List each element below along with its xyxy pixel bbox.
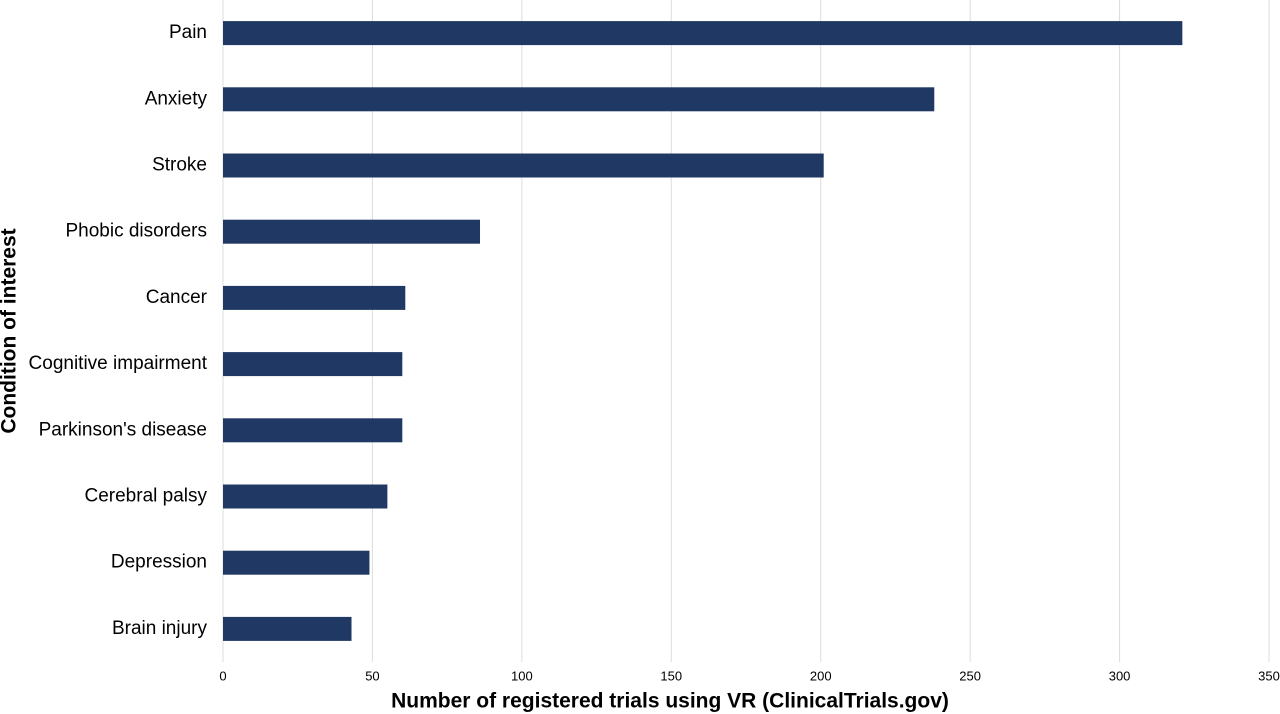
bar [223, 616, 352, 641]
y-tick-label: Brain injury [112, 618, 208, 639]
x-tick-label: 200 [810, 668, 832, 683]
y-tick-label: Anxiety [145, 88, 208, 109]
bar [223, 153, 824, 178]
x-tick-label: 0 [219, 668, 226, 683]
bar [223, 418, 403, 443]
x-tick-label: 350 [1258, 668, 1280, 683]
x-tick-label: 250 [959, 668, 981, 683]
y-tick-label: Phobic disorders [65, 221, 207, 242]
y-tick-label: Parkinson's disease [39, 419, 207, 440]
bar [223, 352, 403, 377]
y-tick-label: Cognitive impairment [29, 353, 208, 374]
bar [223, 550, 370, 575]
bar [223, 21, 1183, 46]
y-tick-label: Cerebral palsy [85, 486, 208, 507]
x-tick-label: 50 [365, 668, 379, 683]
y-tick-label: Cancer [146, 287, 208, 308]
bar [223, 87, 935, 112]
y-tick-label: Stroke [152, 155, 207, 176]
bar [223, 484, 388, 509]
y-axis-title: Condition of interest [0, 228, 21, 433]
x-tick-label: 150 [660, 668, 682, 683]
y-tick-label: Pain [169, 22, 207, 43]
bar [223, 285, 406, 310]
x-tick-label: 100 [511, 668, 533, 683]
x-axis-title: Number of registered trials using VR (Cl… [391, 690, 949, 713]
bar [223, 219, 481, 244]
y-tick-label: Depression [111, 552, 207, 573]
x-tick-label: 300 [1109, 668, 1131, 683]
